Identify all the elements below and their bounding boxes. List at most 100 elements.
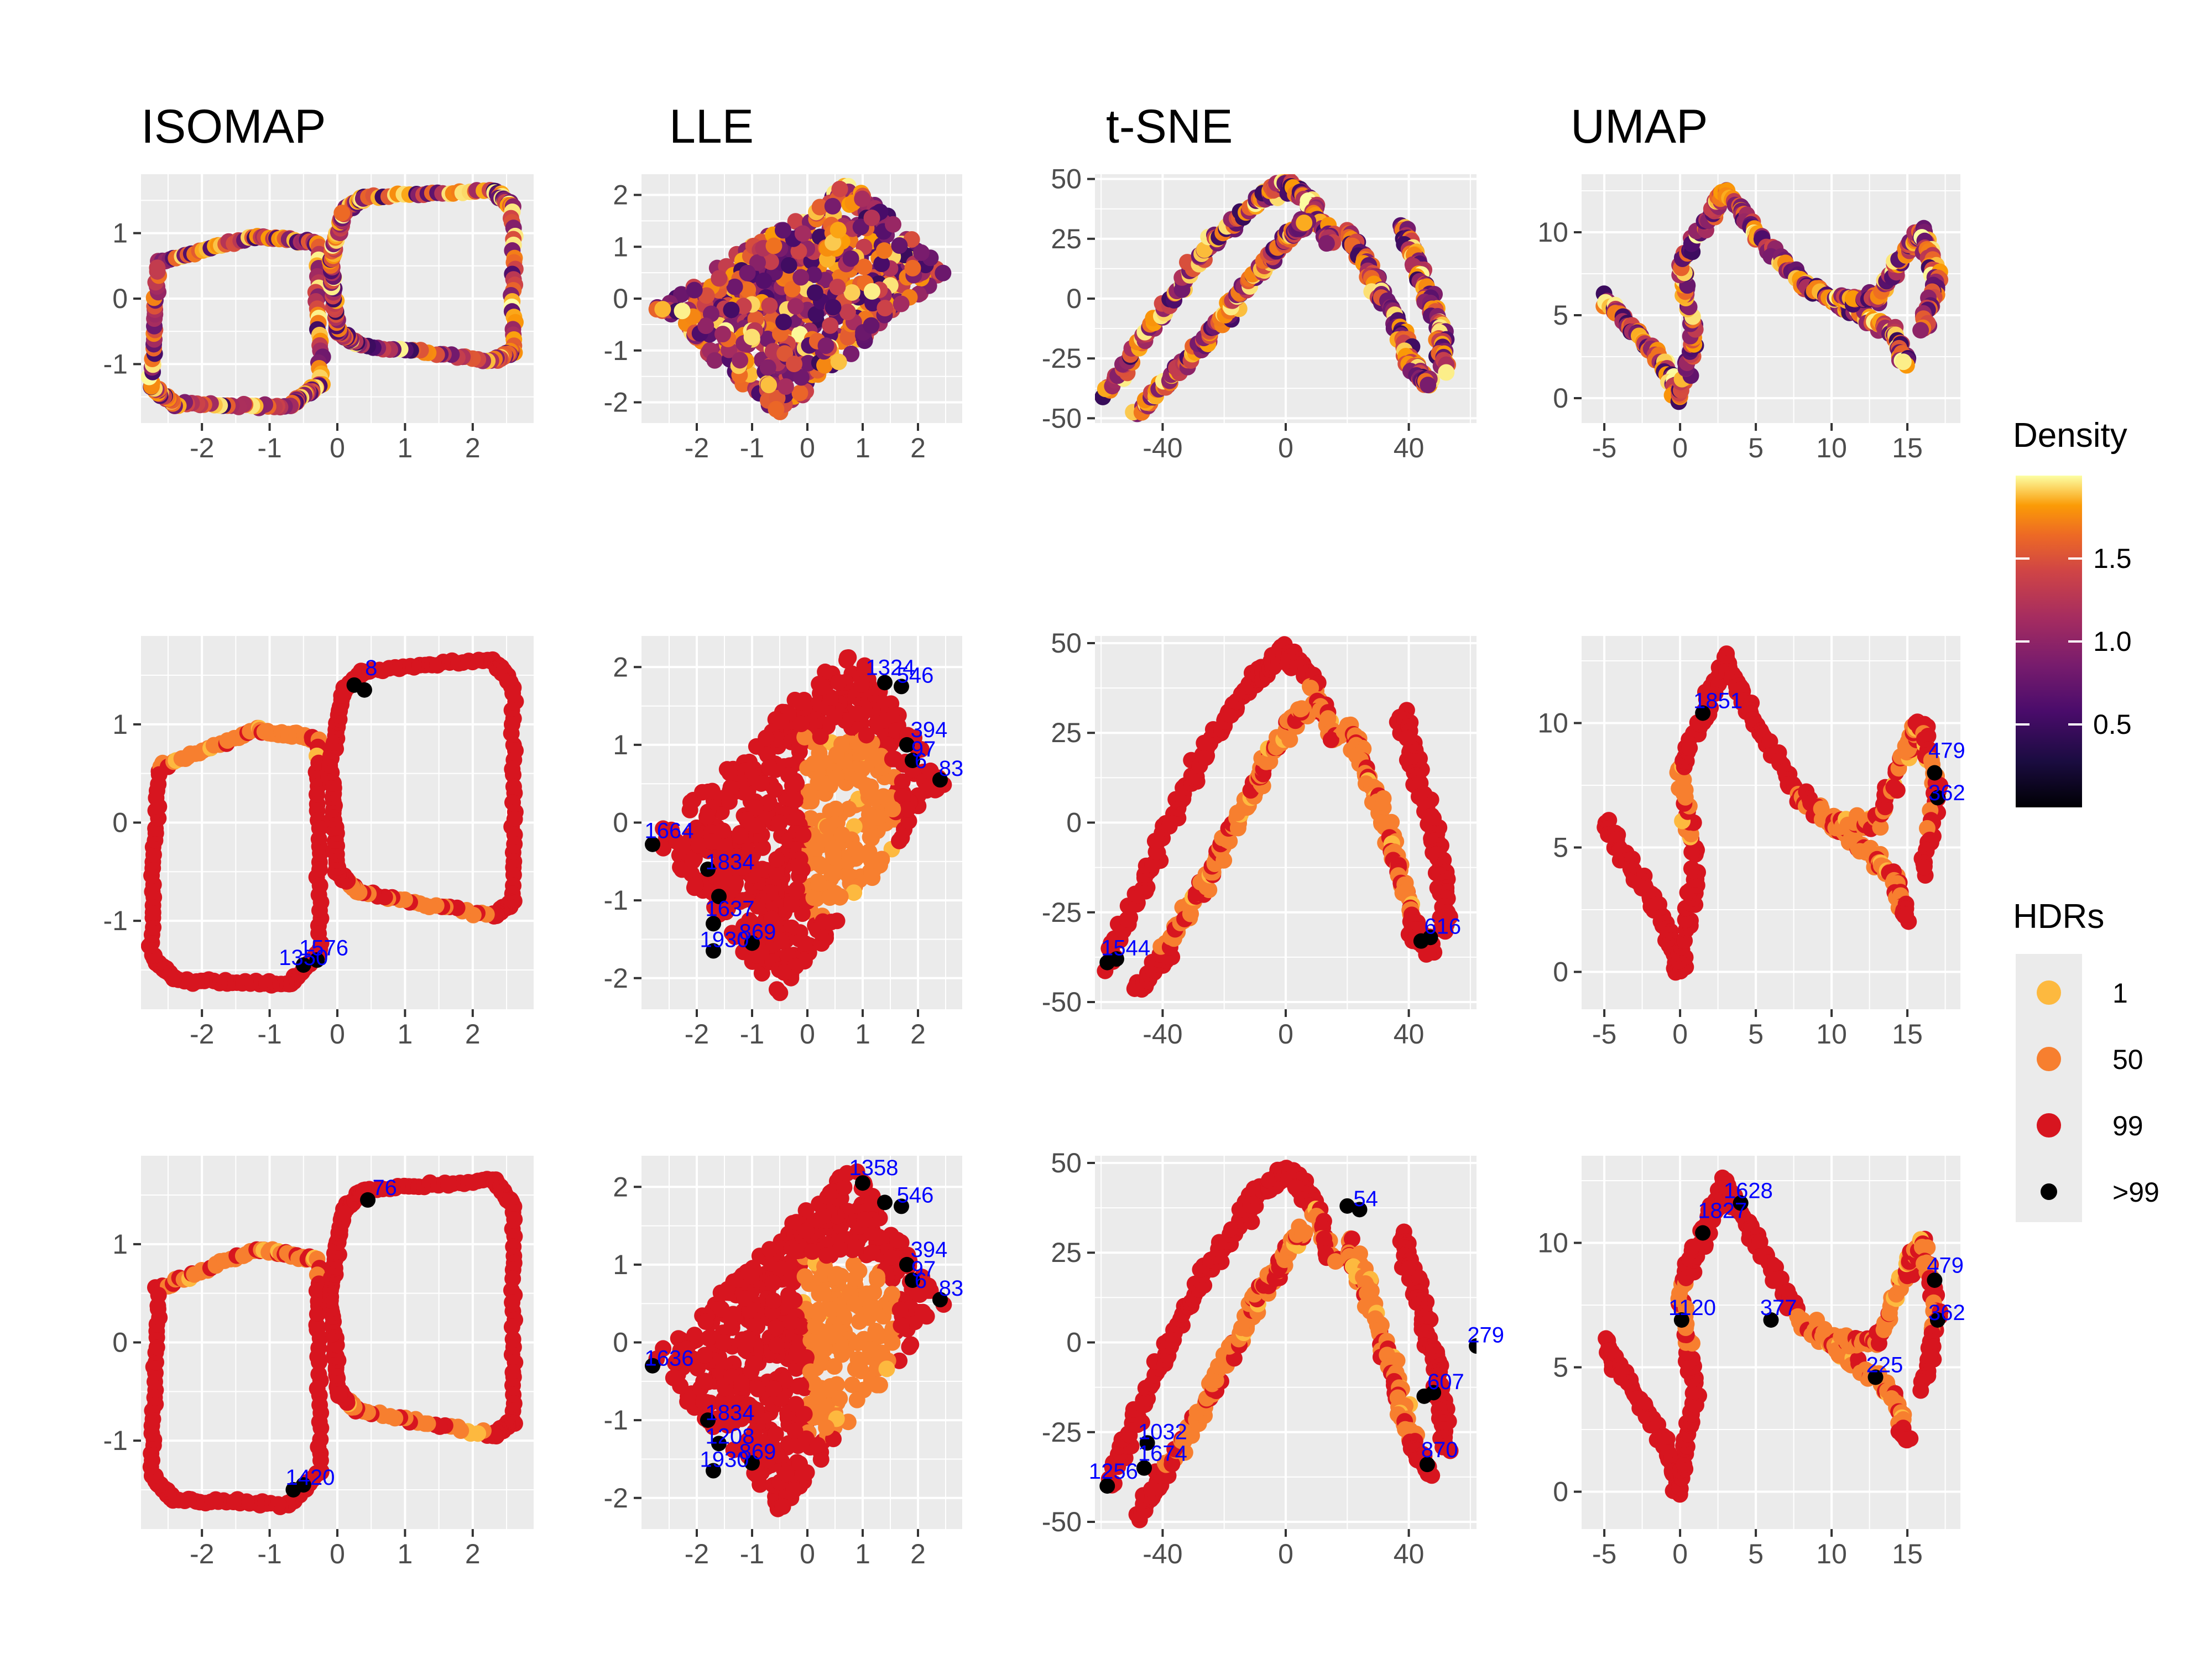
data-point <box>773 713 790 731</box>
y-tick-label: 2 <box>613 651 628 682</box>
data-point <box>828 769 846 786</box>
outlier-point <box>700 861 716 877</box>
y-tick-label: 1 <box>613 231 628 262</box>
data-point <box>1119 911 1136 928</box>
x-tick-label: -1 <box>257 432 281 463</box>
data-point <box>817 663 834 680</box>
data-point <box>1916 859 1933 876</box>
data-point <box>935 264 952 281</box>
data-point <box>768 851 785 868</box>
data-point <box>721 764 738 781</box>
outlier-label: 1324 <box>866 655 915 680</box>
data-point <box>780 257 797 274</box>
data-point <box>783 896 800 913</box>
data-point <box>873 255 890 273</box>
data-point <box>758 729 775 747</box>
data-point <box>1912 322 1929 339</box>
data-point <box>904 259 921 276</box>
data-point <box>792 369 810 386</box>
column-title-lle: LLE <box>669 100 754 153</box>
data-point <box>846 818 863 835</box>
data-point <box>805 266 822 283</box>
data-point <box>843 284 860 301</box>
x-tick-label: 0 <box>330 1538 345 1569</box>
data-point <box>825 234 842 251</box>
x-tick-label: 5 <box>1748 1019 1764 1050</box>
data-point <box>1302 680 1319 697</box>
data-point <box>853 676 870 693</box>
data-point <box>903 231 920 248</box>
x-tick-label: -5 <box>1592 1019 1616 1050</box>
x-tick-label: 0 <box>330 432 345 463</box>
panel-background <box>1582 636 1960 1009</box>
data-point <box>739 264 756 281</box>
y-tick-label: -50 <box>1042 403 1082 434</box>
data-point <box>806 284 823 301</box>
scatter-points <box>141 651 524 994</box>
data-point <box>726 278 743 295</box>
data-point <box>1895 353 1912 371</box>
scatter-points <box>141 182 524 416</box>
outlier-point <box>356 682 372 698</box>
data-point <box>1322 731 1339 748</box>
data-point <box>833 826 851 843</box>
data-point <box>766 781 783 798</box>
y-tick-label: 1 <box>112 1229 128 1260</box>
y-tick-label: 0 <box>1066 807 1082 838</box>
data-point <box>754 839 771 856</box>
data-point <box>761 759 778 776</box>
data-point <box>794 225 811 242</box>
data-point <box>852 218 869 236</box>
x-tick-label: 1 <box>398 1019 413 1050</box>
data-point <box>732 827 749 844</box>
data-point <box>824 197 841 215</box>
x-tick-label: 5 <box>1748 432 1764 463</box>
data-point <box>839 304 856 321</box>
outlier-point <box>877 675 893 691</box>
data-point <box>812 728 829 745</box>
y-tick-label: -1 <box>604 335 628 366</box>
data-point <box>775 964 792 981</box>
x-tick-label: -1 <box>257 1019 281 1050</box>
data-point <box>796 729 813 746</box>
data-point <box>829 278 846 295</box>
data-point <box>840 800 857 817</box>
data-point <box>711 270 728 287</box>
data-point <box>150 766 168 783</box>
x-tick-label: 0 <box>1278 1019 1293 1050</box>
data-point <box>654 301 671 318</box>
x-tick-label: 0 <box>1672 432 1688 463</box>
data-point <box>894 788 911 805</box>
y-tick-label: 0 <box>112 1327 128 1358</box>
data-point <box>734 859 751 876</box>
data-point <box>817 337 834 354</box>
data-point <box>846 884 863 901</box>
outlier-point <box>295 1477 311 1493</box>
x-tick-label: -40 <box>1142 432 1182 463</box>
data-point <box>842 250 859 267</box>
y-tick-label: 1 <box>112 218 128 249</box>
data-point <box>822 317 839 334</box>
outlier-point <box>744 935 760 951</box>
outlier-point <box>645 836 660 852</box>
outlier-point <box>309 952 325 968</box>
y-tick-label: -1 <box>103 1425 128 1456</box>
data-point <box>816 357 833 374</box>
data-point <box>868 714 885 732</box>
data-point <box>855 258 873 275</box>
x-tick-label: 2 <box>910 432 926 463</box>
data-point <box>862 828 879 846</box>
panel-row2-lle: -2 -1 0 1 2-2-101216641834163719308691324546… <box>604 636 963 1050</box>
data-point <box>722 779 739 796</box>
data-point <box>698 808 716 826</box>
data-point <box>686 281 703 299</box>
x-tick-label: -2 <box>190 432 214 463</box>
x-tick-label: -2 <box>685 1538 709 1569</box>
data-point <box>805 755 822 772</box>
data-point <box>789 881 806 898</box>
data-point <box>787 213 804 230</box>
column-title-isomap: ISOMAP <box>141 100 326 153</box>
outlier-label: 76 <box>372 1176 397 1200</box>
